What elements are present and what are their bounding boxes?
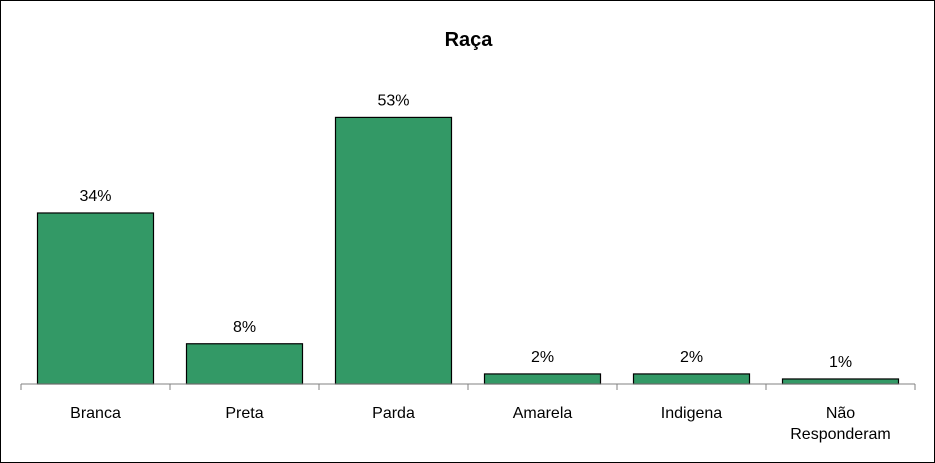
data-label: 53% [377, 92, 409, 109]
bar-parda [334, 116, 453, 385]
data-label: 2% [531, 349, 554, 366]
data-label: 2% [680, 349, 703, 366]
x-tick-label: Parda [372, 405, 415, 422]
chart-title: Raça [444, 29, 493, 51]
bar-branca [36, 212, 155, 385]
bar-preta [185, 343, 304, 385]
x-tick-label: Não Responderam [790, 405, 891, 443]
bar-indigena [632, 373, 751, 385]
bar-amarela [483, 373, 602, 385]
data-label: 8% [233, 319, 256, 336]
x-tick-label: Indigena [661, 405, 722, 422]
bar-n-o-responderam [781, 378, 900, 385]
x-tick-label: Amarela [513, 405, 573, 422]
data-label: 1% [829, 354, 852, 371]
x-tick-label: Preta [225, 405, 263, 422]
x-tick-label: Branca [70, 405, 121, 422]
data-label: 34% [79, 188, 111, 205]
